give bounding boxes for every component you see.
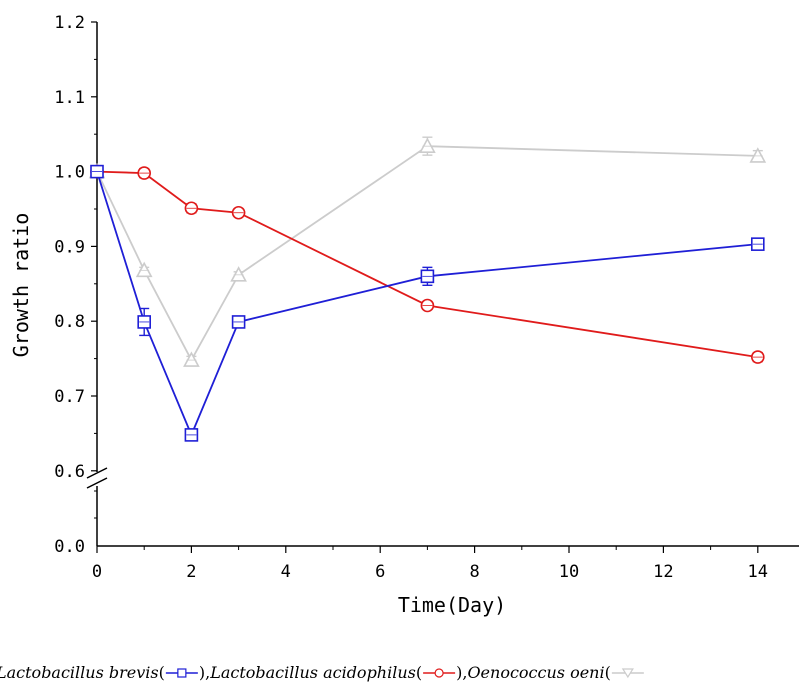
x-tick-label: 14 (748, 562, 768, 582)
data-point (183, 351, 200, 367)
legend-symbol (611, 668, 644, 679)
series-layer (88, 136, 767, 442)
legend-label-oeni: Oenococcus oeni (467, 663, 604, 682)
legend-marker (434, 668, 444, 678)
y-tick-label: 0.8 (54, 312, 85, 332)
x-tick-label: 6 (375, 562, 385, 582)
y-axis-title: Growth ratio (9, 213, 33, 358)
y-axis-break-mark (86, 467, 108, 479)
series-circle (90, 164, 765, 364)
legend-paren: ), (199, 663, 210, 682)
legend-symbol (165, 668, 198, 678)
x-tick-label: 10 (559, 562, 579, 582)
series-line (96, 170, 758, 358)
legend-paren: ( (159, 663, 165, 682)
y-tick-label: 0.9 (54, 237, 85, 257)
legend-label-brevis: Lactobacillus brevis (0, 663, 159, 682)
legend: Lactobacillus brevis (), Lactobacillus a… (0, 663, 644, 682)
legend-paren: ( (416, 663, 422, 682)
y-axis-break-mark (86, 477, 108, 489)
y-tick-label: 1.1 (54, 88, 85, 108)
legend-symbol (423, 668, 456, 678)
x-axis-title: Time(Day) (398, 593, 506, 617)
x-tick-label: 4 (281, 562, 291, 582)
x-tick-label: 0 (92, 562, 102, 582)
axes: 0.6 0.7 0.8 0.9 1.0 1.1 1.2 0.0 0 2 4 6 8 10 12 14 (54, 13, 799, 582)
series-line (96, 171, 758, 438)
x-tick-label: 2 (186, 562, 196, 582)
y-tick-label: 0.6 (54, 462, 85, 482)
data-point (230, 266, 247, 282)
data-point (135, 261, 153, 278)
legend-marker (621, 668, 634, 679)
legend-paren: ), (456, 663, 467, 682)
y-tick-label: 0.7 (54, 387, 85, 407)
y-tick-label: 1.2 (54, 13, 85, 33)
legend-marker (177, 668, 187, 678)
x-tick-label: 8 (469, 562, 479, 582)
series-square (90, 164, 765, 442)
series-line (96, 145, 758, 362)
y-tick-label: 0.0 (54, 537, 85, 557)
y-tick-label: 1.0 (54, 163, 85, 183)
legend-label-acidophilus: Lactobacillus acidophilus (209, 663, 416, 682)
data-point (749, 147, 767, 163)
x-tick-label: 12 (653, 562, 673, 582)
series-triangle (88, 136, 767, 367)
data-point (419, 137, 436, 153)
legend-paren: ( (605, 663, 611, 682)
